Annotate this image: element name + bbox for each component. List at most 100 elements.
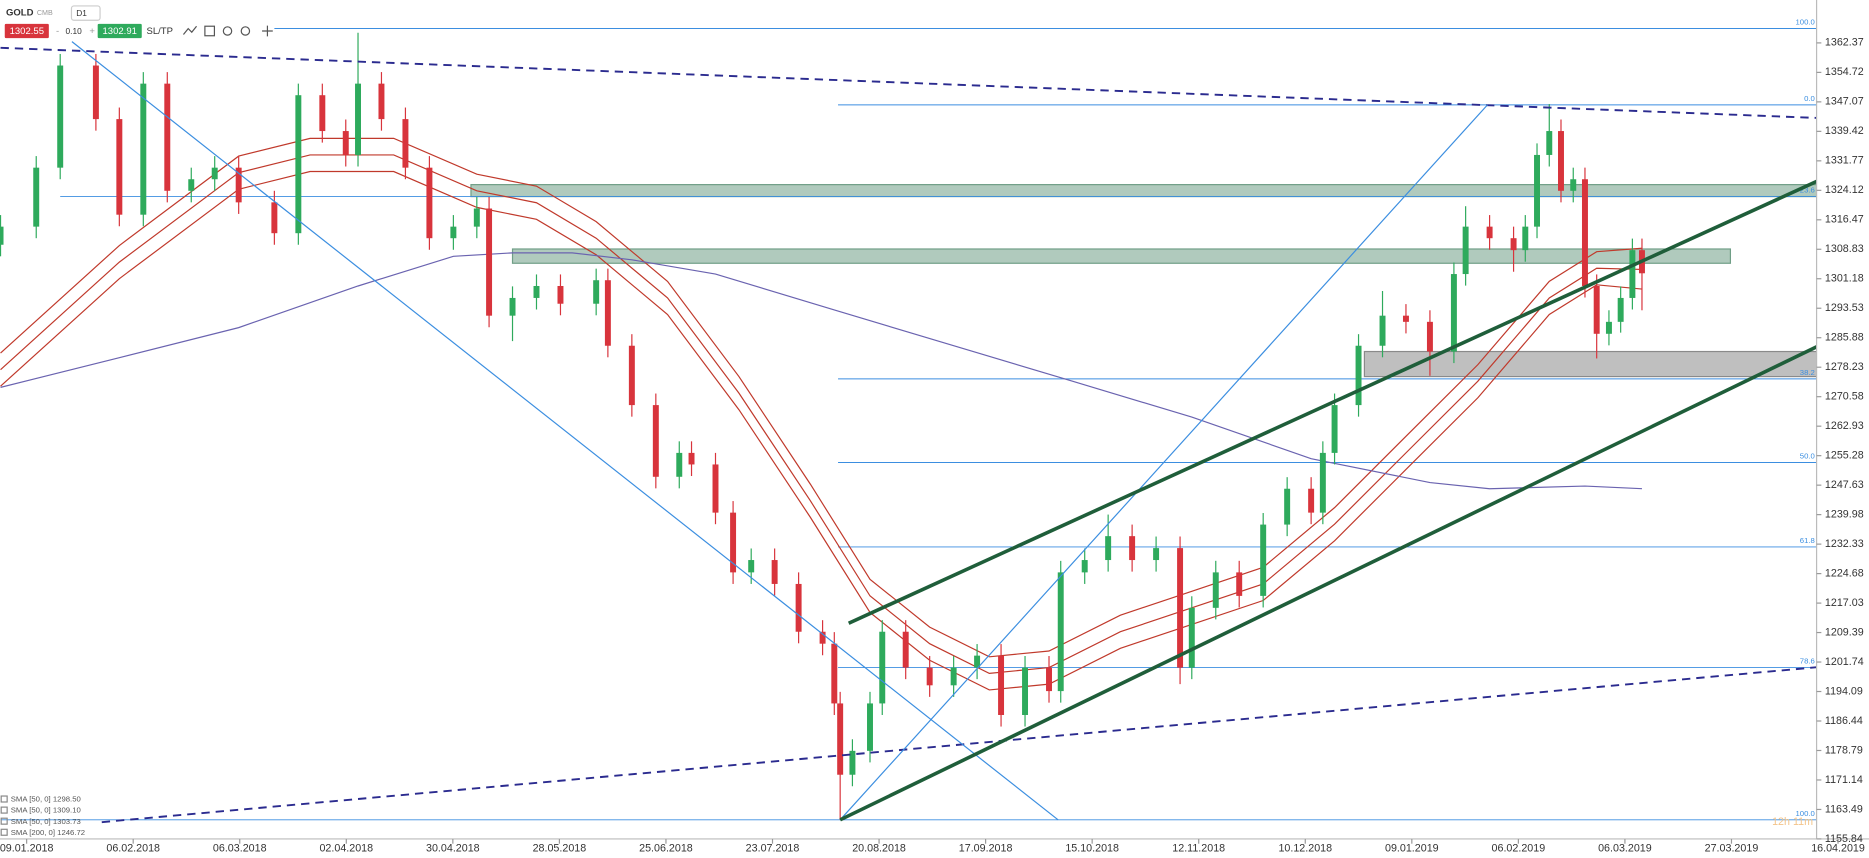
candle-body: [1331, 405, 1338, 453]
legend-icon: [0, 828, 8, 836]
candle-body: [1510, 238, 1517, 251]
candle-body: [342, 131, 349, 155]
candle-body: [1486, 226, 1493, 239]
y-tick-label: 1224.68: [1825, 567, 1864, 579]
plus-button[interactable]: +: [89, 26, 95, 37]
candle-body: [1534, 154, 1540, 227]
candle-body: [1462, 226, 1469, 275]
legend-icon: [0, 795, 8, 803]
candle-body: [1402, 315, 1409, 322]
y-tick-label: 1163.49: [1825, 803, 1863, 815]
candle-body: [831, 643, 838, 704]
x-tick-label: 17.09.2018: [959, 842, 1013, 854]
y-tick-label: 1324.12: [1825, 184, 1864, 196]
candle-body: [426, 167, 433, 239]
candle-body: [771, 560, 778, 584]
fib-label: 50.0: [1800, 452, 1815, 461]
candle-body: [867, 703, 873, 751]
candle-body: [1284, 488, 1291, 525]
y-tick-label: 1209.39: [1825, 626, 1864, 638]
candle-body: [211, 167, 218, 180]
source: CMB: [37, 9, 53, 17]
y-tick-label: 1362.37: [1825, 37, 1864, 49]
y-tick-label: 1239.98: [1825, 508, 1864, 520]
candle-body: [1105, 536, 1112, 561]
symbol: GOLD: [6, 8, 34, 19]
legend-entry: SMA [50, 0] 1298.50: [11, 795, 81, 804]
axes: 1362.37 1354.72 1347.07 1339.42 1331.77 1324.…: [0, 37, 1865, 855]
zoom-out-icon[interactable]: [222, 26, 233, 36]
trendline: [847, 179, 1817, 625]
y-tick-label: 1316.47: [1825, 214, 1864, 226]
candle-body: [902, 631, 909, 668]
buy-button[interactable]: [97, 23, 142, 39]
candle-body: [593, 280, 600, 304]
trendline: [101, 666, 1817, 824]
candle-body: [676, 452, 683, 477]
zoom-in-icon[interactable]: [240, 26, 251, 36]
y-tick-label: 1347.07: [1825, 96, 1864, 108]
sltp-button[interactable]: SL/TP: [147, 26, 173, 37]
candle-body: [1022, 667, 1029, 715]
candle-body: [1057, 572, 1064, 692]
legend-icon: [0, 817, 8, 825]
candle-body: [271, 202, 278, 234]
timeframe-select[interactable]: [70, 5, 101, 21]
candle-body: [1308, 488, 1315, 513]
minus-button[interactable]: -: [56, 26, 59, 37]
fib-label: 100.0: [1796, 18, 1815, 27]
candle-body: [837, 703, 844, 775]
candle-body: [688, 452, 695, 465]
sma-line: [0, 252, 1642, 490]
x-tick-label: 12.11.2018: [1172, 842, 1225, 854]
x-tick-label: 20.08.2018: [852, 842, 906, 854]
candle-body: [140, 83, 147, 215]
toolbar: GOLD CMB D1 1302.55 - 0.10 + 1302.91 SL/…: [4, 5, 273, 39]
x-tick-label: 27.03.2019: [1705, 842, 1759, 854]
x-tick-label: 30.04.2018: [426, 842, 480, 854]
legend-entry: SMA [50, 0] 1309.10: [11, 806, 81, 815]
y-tick-label: 1255.28: [1825, 449, 1864, 461]
candle-body: [235, 167, 242, 203]
y-tick-label: 1186.44: [1825, 715, 1863, 727]
candle-body: [1188, 607, 1195, 668]
fib-label: 23.6: [1800, 186, 1815, 195]
candle-body: [1593, 285, 1600, 334]
candle-body: [1581, 179, 1588, 286]
candle-body: [849, 750, 856, 775]
candle-body: [486, 208, 493, 316]
legend-entry: SMA [200, 0] 1246.72: [11, 828, 85, 837]
fib-label: 0.0: [1804, 94, 1815, 103]
indicator-icon[interactable]: [204, 25, 216, 37]
trendline: [839, 344, 1817, 822]
candle-body: [712, 464, 719, 513]
y-tick-label: 1247.63: [1825, 479, 1864, 491]
candle-body: [1355, 345, 1362, 406]
zone: [1363, 350, 1817, 378]
candle-body: [926, 667, 933, 686]
sell-button[interactable]: [4, 23, 49, 39]
candle-body: [1212, 572, 1219, 608]
crosshair-icon[interactable]: [262, 25, 273, 37]
candle-body: [319, 95, 326, 132]
candle-body: [533, 285, 540, 298]
trendline: [71, 41, 1059, 821]
sma-line: [0, 170, 1643, 691]
spread: 0.10: [66, 26, 83, 36]
candle-body: [557, 285, 564, 304]
y-tick-label: 1285.88: [1825, 332, 1864, 344]
candle-body: [1450, 274, 1457, 352]
y-tick-label: 1270.58: [1825, 391, 1864, 403]
chart-type-icon[interactable]: [182, 25, 198, 35]
y-tick-label: 1278.23: [1825, 361, 1864, 373]
candle-body: [1546, 131, 1553, 155]
candle-body: [1081, 560, 1088, 573]
countdown-timer: 12h 11m: [1772, 816, 1813, 828]
candle-body: [879, 631, 886, 704]
legend-icon: [0, 806, 8, 814]
candle-body: [1522, 226, 1529, 251]
candle-body: [998, 655, 1005, 715]
candle-body: [509, 297, 516, 316]
candle-body: [33, 167, 40, 227]
candle-body: [1260, 524, 1267, 596]
